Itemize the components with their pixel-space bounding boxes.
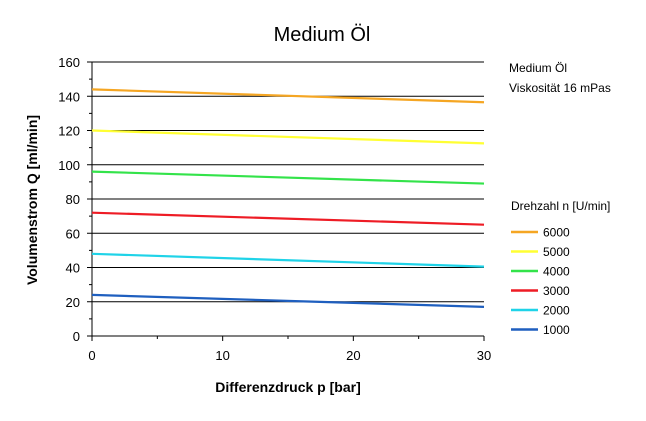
legend-title: Drehzahl n [U/min]	[511, 199, 610, 213]
series-line-5000	[91, 129, 485, 145]
y-axis-label: Volumenstrom Q [ml/min]	[24, 115, 40, 285]
series-line-2000	[91, 252, 485, 268]
tick-label-y-80: 80	[66, 192, 80, 207]
tick-label-x-20: 20	[346, 348, 360, 363]
tick-label-x-10: 10	[215, 348, 229, 363]
series-line-1000	[91, 293, 485, 308]
legend-label-3000: 3000	[543, 284, 570, 298]
gridlines	[92, 61, 484, 303]
legend-label-6000: 6000	[543, 226, 570, 240]
tick-label-y-60: 60	[66, 226, 80, 241]
tick-label-y-160: 160	[58, 55, 80, 70]
tick-labels: 0 20 40 60 80 100 120 140 160 0 10 20 30	[58, 55, 491, 363]
legend-label-5000: 5000	[543, 245, 570, 259]
annotation-viscosity: Viskosität 16 mPas	[509, 81, 611, 95]
tick-label-y-120: 120	[58, 124, 80, 139]
tick-label-y-20: 20	[66, 295, 80, 310]
annotation-medium: Medium Öl	[509, 61, 567, 75]
tick-label-x-0: 0	[88, 348, 95, 363]
series-line-6000	[91, 88, 485, 104]
tick-label-y-140: 140	[58, 89, 80, 104]
tick-label-y-0: 0	[73, 329, 80, 344]
tick-label-x-30: 30	[477, 348, 491, 363]
chart-title: Medium Öl	[274, 24, 371, 46]
legend-label-1000: 1000	[543, 323, 570, 337]
series-line-4000	[91, 170, 485, 185]
tick-label-y-100: 100	[58, 158, 80, 173]
series-line-3000	[91, 211, 485, 226]
tick-label-y-40: 40	[66, 261, 80, 276]
axes	[87, 61, 485, 341]
series-lines	[91, 88, 485, 308]
legend-label-4000: 4000	[543, 265, 570, 279]
x-axis-label: Differenzdruck p [bar]	[215, 379, 360, 395]
legend-label-2000: 2000	[543, 304, 570, 318]
legend: Drehzahl n [U/min] 6000 5000 4000 3000 2000 1…	[511, 199, 610, 337]
